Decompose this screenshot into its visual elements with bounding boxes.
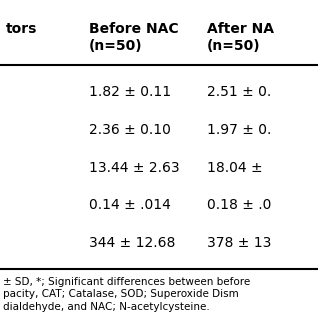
Text: 344 ± 12.68: 344 ± 12.68 xyxy=(89,236,175,250)
Text: 1.82 ± 0.11: 1.82 ± 0.11 xyxy=(89,85,171,99)
Text: After NA
(n=50): After NA (n=50) xyxy=(207,22,274,53)
Text: 378 ± 13: 378 ± 13 xyxy=(207,236,271,250)
Text: 2.51 ± 0.: 2.51 ± 0. xyxy=(207,85,271,99)
Text: 1.97 ± 0.: 1.97 ± 0. xyxy=(207,123,271,137)
Text: Before NAC
(n=50): Before NAC (n=50) xyxy=(89,22,179,53)
Text: 0.18 ± .0: 0.18 ± .0 xyxy=(207,198,271,212)
Text: tors: tors xyxy=(6,22,38,36)
Text: 18.04 ±: 18.04 ± xyxy=(207,161,267,174)
Text: 13.44 ± 2.63: 13.44 ± 2.63 xyxy=(89,161,180,174)
Text: 0.14 ± .014: 0.14 ± .014 xyxy=(89,198,171,212)
Text: 2.36 ± 0.10: 2.36 ± 0.10 xyxy=(89,123,171,137)
Text: ± SD, *; Significant differences between before
pacity, CAT; Catalase, SOD; Supe: ± SD, *; Significant differences between… xyxy=(3,277,251,312)
